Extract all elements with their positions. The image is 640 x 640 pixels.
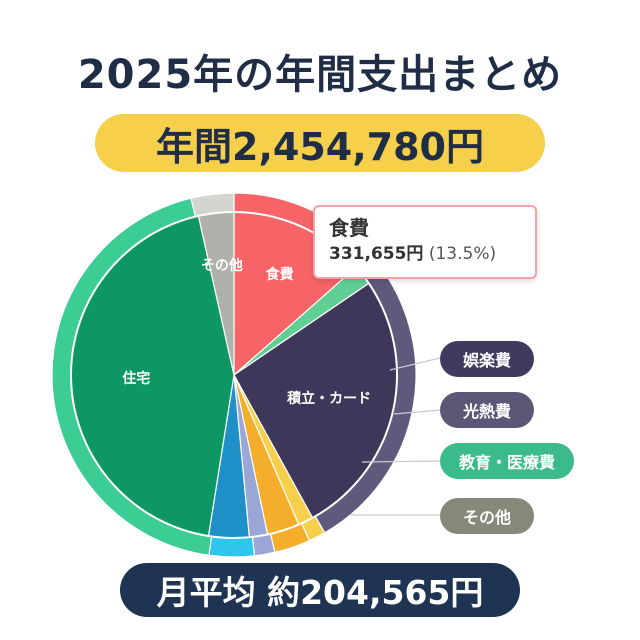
legend-label: その他 [462,508,511,527]
legend-label: 娯楽費 [462,351,511,370]
outer-slice-5[interactable] [208,535,256,558]
tooltip-amount: 331,655円 [329,244,424,264]
annual-total-label: 年間2,454,780円 [156,124,484,169]
monthly-average-label: 月平均 約204,565円 [156,573,484,612]
chart-tooltip: 食費 331,655円 (13.5%) [313,205,537,279]
tooltip-percent: (13.5%) [428,244,497,264]
annual-total-badge: 年間2,454,780円 [95,114,545,172]
tooltip-title: 食費 [329,216,369,240]
legend-item-utilities[interactable]: 光熱費 [440,392,534,428]
leader-line-0 [389,357,441,371]
legend-label: 教育・医療費 [458,453,555,472]
legend-item-education-medical[interactable]: 教育・医療費 [440,443,574,479]
legend-item-entertainment[interactable]: 娯楽費 [440,341,534,377]
legend-label: 光熱費 [462,402,511,421]
slice-label-2: 積立・カード [286,390,371,407]
page-title: 2025年の年間支出まとめ [77,52,563,98]
tooltip-value: 331,655円 (13.5%) [329,241,521,267]
slice-label-0: 食費 [266,266,294,283]
legend-item-other[interactable]: その他 [440,498,534,534]
monthly-average-badge: 月平均 約204,565円 [120,563,520,617]
leader-line-2 [361,460,441,463]
ring-separator [70,211,398,539]
leader-line-1 [393,409,441,415]
slice-label-8: その他 [201,257,243,274]
slice-label-7: 住宅 [122,370,150,387]
